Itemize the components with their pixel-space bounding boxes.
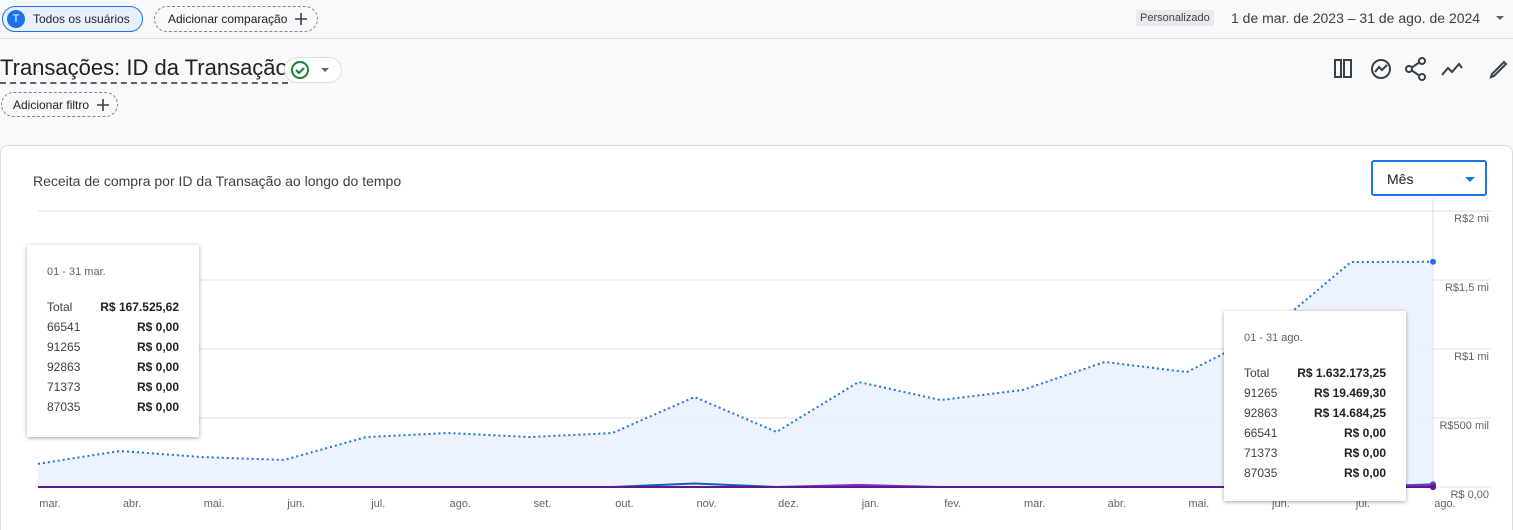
tooltip-series: 91265 bbox=[1244, 386, 1278, 400]
area bbox=[38, 261, 1434, 487]
tooltip-series: Total bbox=[47, 300, 73, 314]
tooltip-row: 92863 R$ 14.684,25 bbox=[1244, 406, 1386, 420]
tooltip-row: 87035 R$ 0,00 bbox=[47, 400, 179, 414]
x-tick-label: nov. bbox=[696, 498, 716, 510]
granularity-arrow bbox=[1465, 177, 1475, 182]
tooltip-value: R$ 1.632.173,25 bbox=[1297, 366, 1386, 380]
tooltip-row: 66541 R$ 0,00 bbox=[1244, 426, 1386, 440]
tooltip-series: 87035 bbox=[1244, 466, 1278, 480]
series-line bbox=[37, 260, 1434, 465]
tooltip-series: 71373 bbox=[47, 380, 81, 394]
filter-label: Adicionar filtro bbox=[13, 97, 90, 112]
y-tick-label: R$2 mi bbox=[1454, 213, 1489, 225]
hover-point bbox=[1430, 258, 1437, 265]
tooltip-series: 71373 bbox=[1244, 446, 1278, 460]
chart-card: Receita de compra por ID da Transação ao… bbox=[0, 145, 1513, 530]
x-tick-label: jan. bbox=[861, 498, 880, 510]
tooltip: 01 - 31 mar. Total R$ 167.525,62 66541 R$ 0,… bbox=[27, 245, 199, 437]
x-tick-label: jun. bbox=[286, 498, 305, 510]
tooltip-row: 87035 R$ 0,00 bbox=[1244, 466, 1386, 480]
tooltip-series: Total bbox=[1244, 366, 1270, 380]
tooltip-row: 91265 R$ 19.469,30 bbox=[1244, 386, 1386, 400]
plus-icon bbox=[97, 98, 110, 111]
tooltip-value: R$ 0,00 bbox=[136, 400, 179, 414]
tooltip-row: Total R$ 1.632.173,25 bbox=[1244, 366, 1386, 380]
x-tick-label: set. bbox=[533, 498, 551, 510]
tooltip-series: 91265 bbox=[47, 340, 81, 354]
granularity-select[interactable]: Mês bbox=[1371, 160, 1487, 196]
hover-point bbox=[1430, 484, 1437, 490]
date-dropdown[interactable] bbox=[1494, 13, 1506, 23]
x-tick-label: mai. bbox=[204, 498, 225, 510]
compare-label: Adicionar comparação bbox=[168, 12, 288, 26]
status-icon bbox=[291, 61, 329, 79]
y-tick-label: R$ 0,00 bbox=[1450, 489, 1489, 501]
toolbar-icons[interactable] bbox=[1330, 56, 1510, 82]
segment-chip[interactable]: T Todos os usuários bbox=[2, 6, 143, 32]
x-tick-label: dez. bbox=[778, 498, 799, 510]
tooltip-value: R$ 0,00 bbox=[1343, 426, 1386, 440]
tooltip-value: R$ 0,00 bbox=[136, 340, 179, 354]
x-tick-label: ago. bbox=[1434, 498, 1455, 510]
tooltip: 01 - 31 ago. Total R$ 1.632.173,25 91265 R$ … bbox=[1224, 311, 1406, 501]
date-range[interactable]: 1 de mar. de 2023 – 31 de ago. de 2024 bbox=[1231, 10, 1481, 26]
tooltip-value: R$ 0,00 bbox=[1343, 446, 1386, 460]
y-tick-label: R$1,5 mi bbox=[1445, 282, 1489, 294]
tooltip-value: R$ 0,00 bbox=[136, 360, 179, 374]
x-tick-label: out. bbox=[615, 498, 633, 510]
tooltip-value: R$ 0,00 bbox=[136, 320, 179, 334]
tooltip-value: R$ 0,00 bbox=[1343, 466, 1386, 480]
x-tick-label: abr. bbox=[123, 498, 141, 510]
plus-icon bbox=[295, 13, 308, 25]
x-tick-label: ago. bbox=[450, 498, 471, 510]
tooltip-value: R$ 14.684,25 bbox=[1313, 406, 1386, 420]
x-tick-label: jul. bbox=[370, 498, 385, 510]
tooltip-series: 87035 bbox=[47, 400, 81, 414]
tooltip-date: 01 - 31 ago. bbox=[1244, 332, 1303, 344]
x-tick-label: mai. bbox=[1188, 498, 1209, 510]
x-tick-label: fev. bbox=[944, 498, 961, 510]
tooltip-series: 92863 bbox=[47, 360, 81, 374]
tooltip-series: 66541 bbox=[1244, 426, 1278, 440]
tooltip-date: 01 - 31 mar. bbox=[47, 266, 106, 278]
compare-chip[interactable]: Adicionar comparação bbox=[154, 6, 319, 32]
tooltip-value: R$ 0,00 bbox=[136, 380, 179, 394]
tooltip-series: 66541 bbox=[47, 320, 81, 334]
y-tick-label: R$500 mil bbox=[1439, 420, 1489, 432]
tooltip-row: 71373 R$ 0,00 bbox=[47, 380, 179, 394]
segment-label: Todos os usuários bbox=[33, 12, 130, 26]
top-bar: T Todos os usuários Adicionar comparação… bbox=[0, 0, 1513, 39]
x-tick-label: mar. bbox=[39, 498, 60, 510]
filter-chip[interactable]: Adicionar filtro bbox=[1, 92, 119, 117]
tooltip-row: 91265 R$ 0,00 bbox=[47, 340, 179, 354]
granularity-label: Mês bbox=[1387, 171, 1414, 187]
tooltip-row: 71373 R$ 0,00 bbox=[1244, 446, 1386, 460]
tooltip-row: 92863 R$ 0,00 bbox=[47, 360, 179, 374]
tooltip-row: 66541 R$ 0,00 bbox=[47, 320, 179, 334]
chart-title: Receita de compra por ID da Transação ao… bbox=[33, 173, 402, 189]
date-type: Personalizado bbox=[1136, 10, 1214, 26]
report-title[interactable]: Transações: ID da Transação bbox=[0, 55, 288, 84]
y-tick-label: R$1 mi bbox=[1454, 351, 1489, 363]
tooltip-row: Total R$ 167.525,62 bbox=[47, 300, 179, 314]
segment-avatar: T bbox=[7, 10, 25, 28]
tooltip-value: R$ 19.469,30 bbox=[1313, 386, 1386, 400]
x-tick-label: abr. bbox=[1108, 498, 1126, 510]
status-chip[interactable] bbox=[284, 57, 342, 83]
tooltip-series: 92863 bbox=[1244, 406, 1278, 420]
x-tick-label: mar. bbox=[1024, 498, 1045, 510]
tooltip-value: R$ 167.525,62 bbox=[100, 300, 179, 314]
